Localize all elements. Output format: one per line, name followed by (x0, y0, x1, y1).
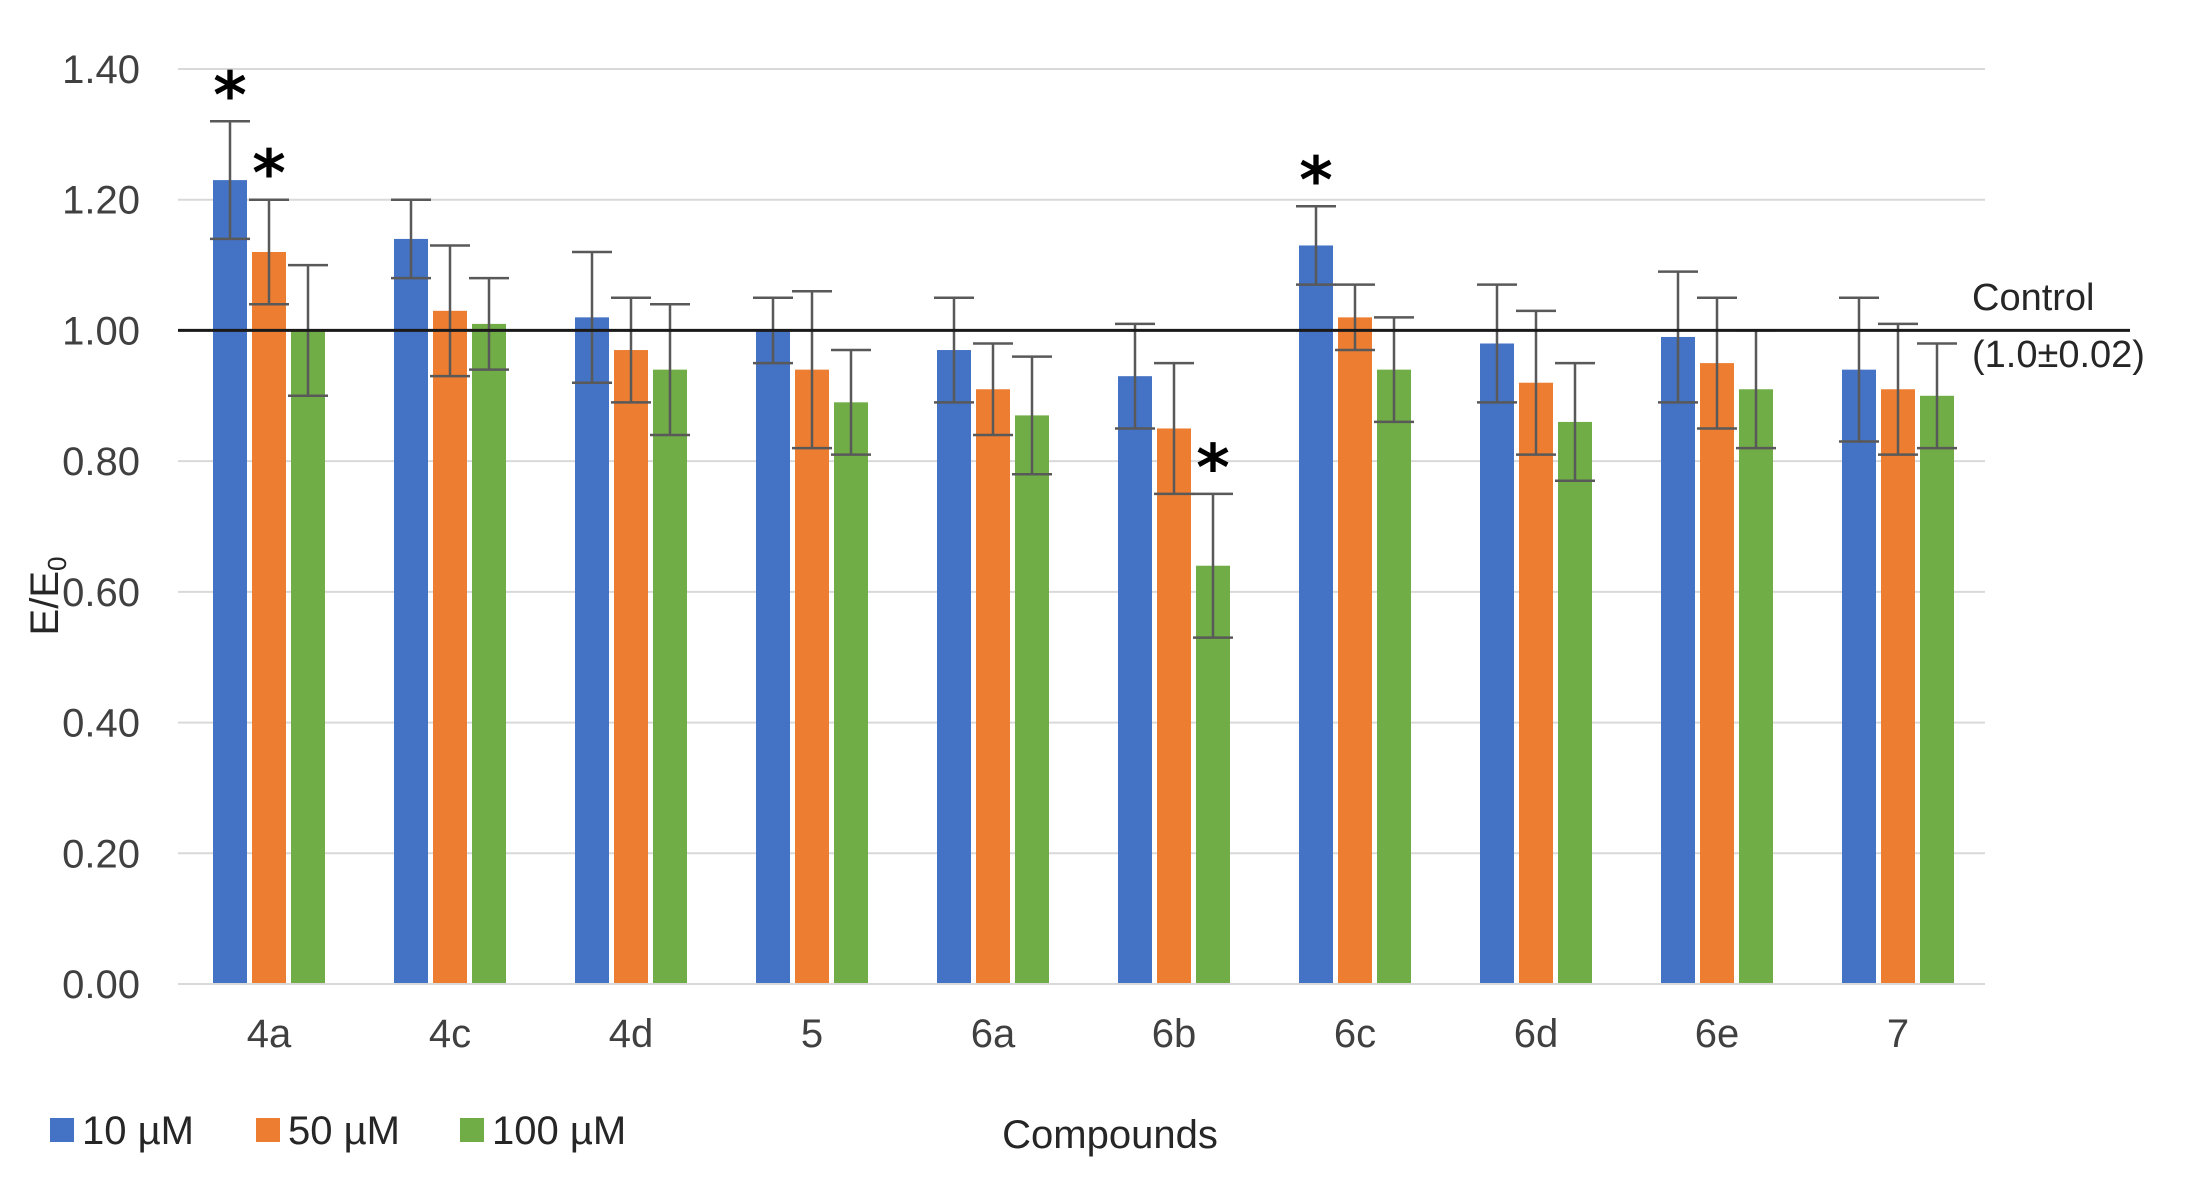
bar-5-100µM (834, 402, 868, 985)
bar-4d-100µM (653, 369, 687, 985)
legend-label: 10 µM (82, 1109, 194, 1153)
control-label-line1: Control (1972, 277, 2095, 319)
x-tick-label: 7 (1887, 1012, 1909, 1056)
y-tick-label: 0.40 (62, 702, 140, 746)
bar-6b-50µM (1157, 428, 1191, 984)
x-tick-label: 4d (609, 1012, 654, 1056)
control-label-line2: (1.0±0.02) (1972, 334, 2145, 376)
x-tick-label: 4a (247, 1012, 292, 1056)
x-tick-label: 6c (1334, 1012, 1376, 1056)
x-tick-label: 6e (1695, 1012, 1740, 1056)
bar-6e-10µM (1661, 336, 1695, 984)
significance-star: * (1196, 432, 1229, 506)
bar-5-50µM (795, 369, 829, 985)
bar-6a-10µM (937, 350, 971, 984)
bar-6a-50µM (976, 389, 1010, 984)
legend: 10 µM 50 µM 100 µM (50, 1109, 626, 1153)
bar-6d-10µM (1480, 343, 1514, 984)
significance-star: * (252, 138, 285, 212)
bar-4a-50µM (252, 252, 286, 984)
bars (213, 180, 1954, 985)
significance-star: * (1299, 144, 1332, 218)
y-tick-label: 1.40 (62, 48, 140, 92)
y-tick-label: 1.20 (62, 179, 140, 223)
legend-swatch (460, 1118, 484, 1142)
x-axis-label: Compounds (1002, 1113, 1218, 1157)
bar-4c-50µM (433, 310, 467, 985)
error-bars (210, 120, 1957, 639)
bar-7-100µM (1920, 395, 1954, 984)
bar-4a-100µM (291, 330, 325, 984)
bar-6d-50µM (1519, 382, 1553, 984)
y-tick-label: 0.00 (62, 963, 140, 1007)
x-tick-label: 6b (1152, 1012, 1197, 1056)
bar-6a-100µM (1015, 415, 1049, 985)
y-tick-label: 1.00 (62, 309, 140, 353)
significance-star: * (213, 59, 246, 133)
bar-7-50µM (1881, 389, 1915, 984)
bar-6b-10µM (1118, 376, 1152, 984)
bar-6c-50µM (1338, 317, 1372, 984)
x-tick-label: 6a (971, 1012, 1016, 1056)
bar-7-10µM (1842, 369, 1876, 985)
legend-swatch (256, 1118, 280, 1142)
y-axis-ticks: 0.00 0.20 0.40 0.60 0.80 1.00 1.20 1.40 (62, 48, 140, 1007)
y-tick-label: 0.80 (62, 440, 140, 484)
x-tick-label: 4c (429, 1012, 471, 1056)
x-tick-label: 6d (1514, 1012, 1559, 1056)
legend-label: 50 µM (288, 1109, 400, 1153)
bar-4a-10µM (213, 180, 247, 984)
legend-swatch (50, 1118, 74, 1142)
x-axis-categories: 4a 4c 4d 5 6a 6b 6c 6d 6e 7 (247, 1012, 1909, 1056)
y-tick-label: 0.60 (62, 571, 140, 615)
bar-4c-10µM (394, 238, 428, 984)
bar-6e-50µM (1700, 363, 1734, 984)
bar-4d-10µM (575, 317, 609, 984)
bar-4d-50µM (614, 350, 648, 984)
legend-label: 100 µM (492, 1109, 626, 1153)
bar-6e-100µM (1739, 389, 1773, 984)
bar-6d-100µM (1558, 421, 1592, 984)
bar-5-10µM (756, 330, 790, 984)
bar-6c-100µM (1377, 369, 1411, 985)
y-axis-label: E/E0 (23, 557, 72, 636)
significance-markers: **** (213, 59, 1332, 506)
bar-4c-100µM (472, 323, 506, 985)
x-tick-label: 5 (801, 1012, 823, 1056)
bar-6c-10µM (1299, 245, 1333, 984)
y-tick-label: 0.20 (62, 832, 140, 876)
